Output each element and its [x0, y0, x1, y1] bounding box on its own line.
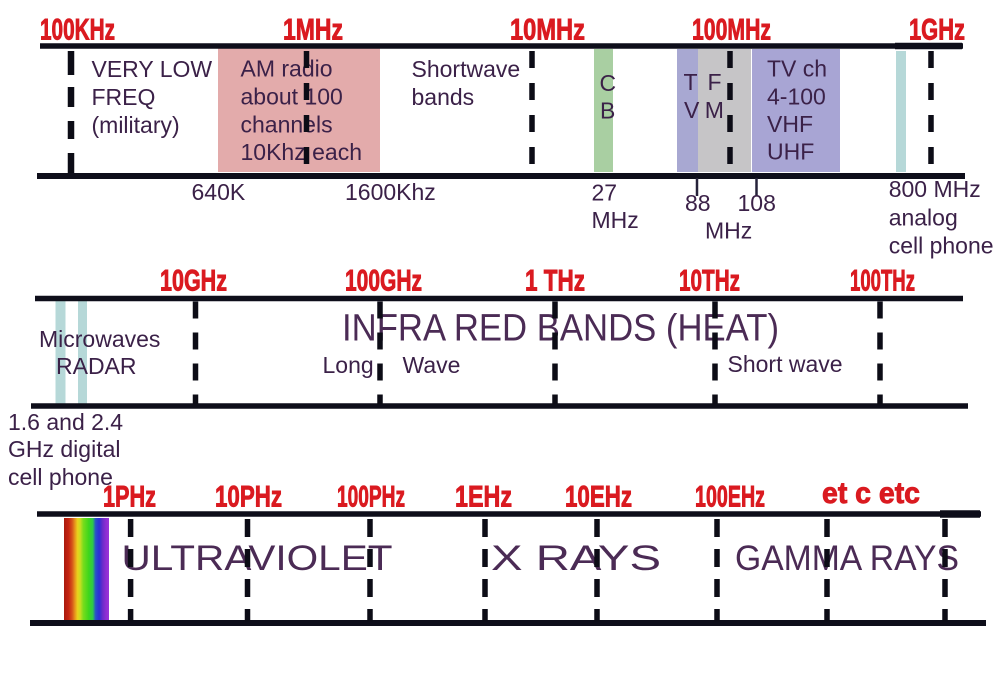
svg-text:Short wave: Short wave: [728, 351, 843, 377]
svg-text:channels: channels: [241, 112, 333, 138]
svg-text:1 THz: 1 THz: [525, 265, 585, 298]
svg-text:1GHz: 1GHz: [909, 14, 965, 47]
svg-text:AM radio: AM radio: [241, 56, 333, 82]
svg-text:100MHz: 100MHz: [692, 14, 771, 47]
svg-text:800 MHz: 800 MHz: [889, 176, 981, 202]
svg-text:10EHz: 10EHz: [565, 481, 632, 514]
svg-text:GHz digital: GHz digital: [8, 436, 120, 462]
svg-text:100KHz: 100KHz: [40, 14, 115, 47]
svg-text:10PHz: 10PHz: [215, 481, 282, 514]
svg-text:B: B: [600, 98, 615, 124]
svg-text:(military): (military): [92, 112, 180, 138]
svg-text:88: 88: [685, 190, 711, 216]
svg-text:Long: Long: [323, 352, 374, 378]
svg-text:10THz: 10THz: [679, 265, 740, 298]
svg-text:4-100: 4-100: [767, 84, 826, 110]
svg-text:1EHz: 1EHz: [455, 481, 512, 514]
svg-text:27: 27: [592, 180, 618, 206]
svg-text:TV ch: TV ch: [767, 56, 827, 82]
svg-text:cell phone: cell phone: [8, 464, 113, 490]
svg-text:ULTRAVIOLET: ULTRAVIOLET: [122, 539, 393, 578]
svg-text:INFRA RED BANDS (HEAT): INFRA RED BANDS (HEAT): [342, 308, 779, 350]
svg-text:et c etc: et c etc: [822, 477, 920, 510]
svg-text:MHz: MHz: [592, 207, 639, 233]
svg-text:analog: analog: [889, 204, 958, 230]
svg-text:100EHz: 100EHz: [695, 481, 765, 514]
svg-text:cell phone: cell phone: [889, 233, 994, 259]
svg-text:1600Khz: 1600Khz: [345, 179, 436, 205]
svg-text:10Khz each: 10Khz each: [241, 139, 362, 165]
svg-text:about 100: about 100: [241, 84, 343, 110]
svg-text:GAMMA RAYS: GAMMA RAYS: [735, 539, 959, 578]
svg-text:100THz: 100THz: [850, 265, 915, 298]
svg-text:100GHz: 100GHz: [345, 265, 422, 298]
svg-text:1.6 and 2.4: 1.6 and 2.4: [8, 409, 123, 435]
svg-text:640K: 640K: [192, 179, 246, 205]
svg-text:10GHz: 10GHz: [160, 265, 227, 298]
svg-text:Wave: Wave: [403, 352, 461, 378]
svg-text:VHF: VHF: [767, 111, 813, 137]
svg-text:108: 108: [738, 190, 776, 216]
svg-text:Shortwave: Shortwave: [412, 56, 521, 82]
svg-text:F: F: [708, 69, 722, 95]
svg-text:UHF: UHF: [767, 139, 814, 165]
svg-text:T: T: [684, 69, 698, 95]
svg-text:10MHz: 10MHz: [510, 14, 585, 47]
svg-text:MHz: MHz: [705, 218, 752, 244]
svg-text:1PHz: 1PHz: [103, 481, 156, 514]
svg-text:M: M: [705, 97, 724, 123]
svg-text:RADAR: RADAR: [56, 353, 137, 379]
svg-text:100PHz: 100PHz: [337, 481, 405, 514]
svg-text:V: V: [684, 97, 700, 123]
svg-text:VERY LOW: VERY LOW: [92, 56, 213, 82]
svg-text:bands: bands: [412, 84, 475, 110]
svg-text:C: C: [600, 70, 617, 96]
svg-text:FREQ: FREQ: [92, 84, 156, 110]
svg-text:X RAYS: X RAYS: [491, 539, 661, 578]
svg-text:Microwaves: Microwaves: [39, 326, 160, 352]
svg-text:1MHz: 1MHz: [283, 14, 343, 47]
